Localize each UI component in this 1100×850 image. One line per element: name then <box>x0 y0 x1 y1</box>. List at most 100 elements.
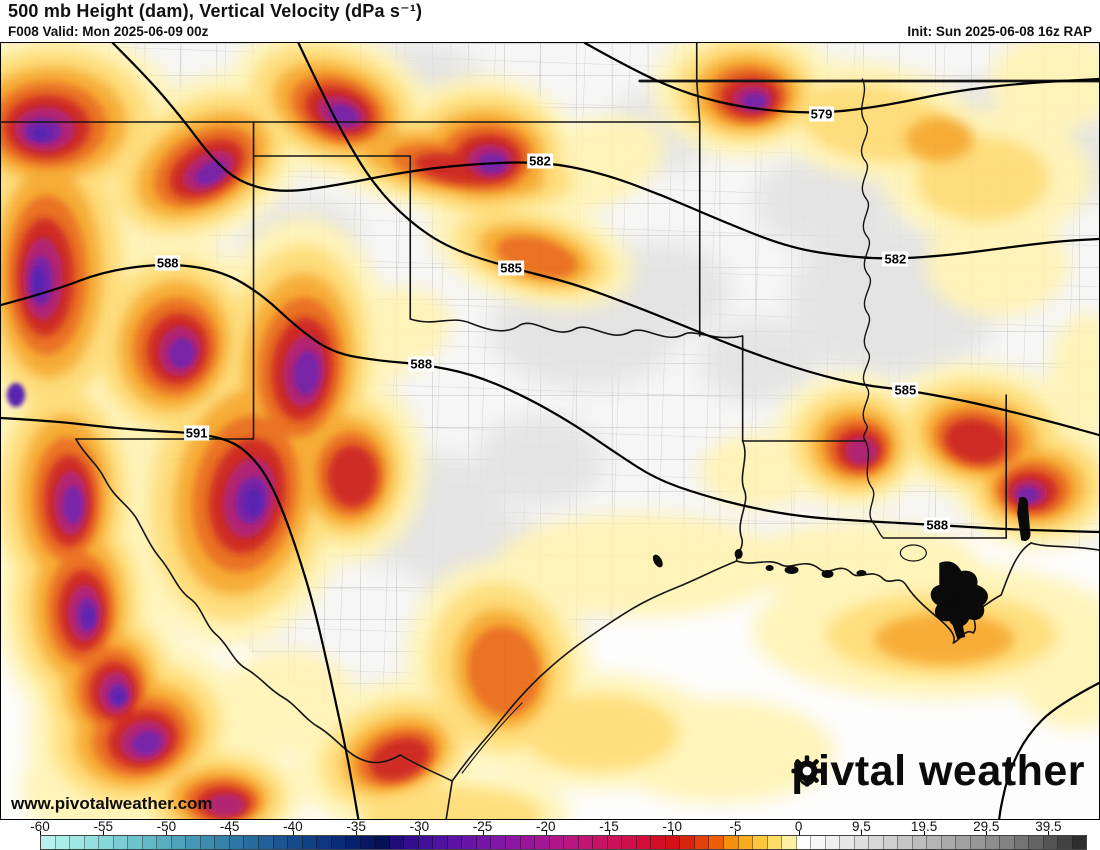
colorbar-cell <box>767 836 783 849</box>
colorbar-cell <box>665 836 681 849</box>
colorbar-tick-label: 9.5 <box>851 819 871 834</box>
vv-level-violet <box>6 126 263 704</box>
colorbar-tick-label: -40 <box>283 819 303 834</box>
colorbar-cell <box>215 836 230 849</box>
colorbar-tick-label: 0 <box>794 819 803 834</box>
colorbar-cell <box>651 836 666 849</box>
colorbar-cell <box>389 836 405 849</box>
colorbar-cell <box>1043 836 1059 849</box>
colorbar-cell <box>244 836 259 849</box>
colorbar-cell <box>331 836 347 849</box>
water-features-layer <box>652 497 1031 639</box>
colorbar-cell <box>840 836 855 849</box>
colorbar-tick-label: 39.5 <box>1035 819 1062 834</box>
colorbar-cell <box>302 836 318 849</box>
colorbar-tick <box>798 831 800 835</box>
colorbar-tick <box>229 831 231 835</box>
height-contour-585 <box>297 43 1099 437</box>
colorbar-cell <box>636 836 652 849</box>
colorbar-cell <box>360 836 376 849</box>
colorbar-cell <box>70 836 85 849</box>
colorbar-tick-label: -55 <box>93 819 113 834</box>
colorbar-cell <box>985 836 1001 849</box>
pivotal-weather-logo: piv tal weather <box>791 750 1085 793</box>
colorbar-tick <box>356 831 358 835</box>
colorbar-cell <box>869 836 884 849</box>
colorbar-tick <box>292 831 294 835</box>
colorbar-cell <box>84 836 100 849</box>
colorbar-cell <box>273 836 289 849</box>
colorbar-tick-labels: -60 -55 -50 -45 -40 -35 -30 -25 -20 -15 -10 -5 0 9.5 1… <box>0 819 1100 835</box>
colorbar-cell <box>694 836 710 849</box>
colorbar-cell <box>258 836 274 849</box>
colorbar-cell <box>854 836 870 849</box>
colorbar-cell <box>883 836 899 849</box>
colorbar-tick-label: -30 <box>409 819 430 834</box>
colorbar-tick <box>986 831 988 835</box>
colorbar-cell <box>622 836 637 849</box>
colorbar-cell <box>491 836 506 849</box>
colorbar-cell <box>404 836 419 849</box>
colorbar-cell <box>723 836 739 849</box>
colorbar-cell <box>375 836 390 849</box>
colorbar-tick-label: -20 <box>536 819 556 834</box>
colorbar-cell <box>1058 836 1073 849</box>
colorbar-tick-label: -25 <box>472 819 493 834</box>
colorbar-cell <box>680 836 695 849</box>
height-contour-591 <box>1 416 360 819</box>
colorbar-cell <box>1072 836 1087 849</box>
colorbar-tick-label: -45 <box>219 819 240 834</box>
colorbar-tick-label: -15 <box>599 819 619 834</box>
init-time-label: Init: Sun 2025-06-08 16z RAP <box>907 24 1092 39</box>
colorbar-cell <box>593 836 608 849</box>
colorbar-cell <box>811 836 826 849</box>
colorbar-cell <box>128 836 143 849</box>
colorbar-cell <box>317 836 332 849</box>
colorbar-tick-label: 29.5 <box>973 819 1000 834</box>
colorbar-tick <box>545 831 547 835</box>
page-title: 500 mb Height (dam), Vertical Velocity (… <box>8 1 423 21</box>
colorbar-cell <box>171 836 187 849</box>
colorbar-cell <box>346 836 361 849</box>
map-canvas: 579 582 582 585 585 588 588 588 591 www.pivotalw… <box>0 42 1100 820</box>
colorbar-cell <box>520 836 536 849</box>
colorbar-cell <box>418 836 434 849</box>
colorbar-cell <box>912 836 928 849</box>
colorbar-cell <box>607 836 623 849</box>
logo-text-post: tal weather <box>854 747 1085 795</box>
colorbar-cell <box>200 836 216 849</box>
colorbar-cell <box>447 836 463 849</box>
colorbar-tick <box>861 831 863 835</box>
colorbar-swatches <box>40 835 1087 850</box>
colorbar-cell <box>229 836 245 849</box>
colorbar-cell <box>99 836 114 849</box>
colorbar-tick-label: -5 <box>729 819 742 834</box>
colorbar-tick <box>419 831 421 835</box>
colorbar-tick-label: -35 <box>346 819 366 834</box>
colorbar-cell <box>288 836 303 849</box>
colorbar-cell <box>142 836 158 849</box>
colorbar-tick <box>103 831 105 835</box>
gear-icon <box>791 755 823 787</box>
colorbar-tick-label: -60 <box>30 819 50 834</box>
colorbar-cell <box>1000 836 1015 849</box>
colorbar-cell <box>796 836 812 849</box>
colorbar-tick <box>40 831 41 835</box>
colorbar-tick <box>672 831 674 835</box>
colorbar: -60 -55 -50 -45 -40 -35 -30 -25 -20 -15 -10 -5 0 9.5 1… <box>0 819 1100 850</box>
colorbar-tick-label: 19.5 <box>910 819 938 834</box>
height-contour-582 <box>111 43 1099 260</box>
colorbar-tick <box>166 831 168 835</box>
colorbar-tick <box>482 831 484 835</box>
colorbar-cell <box>549 836 565 849</box>
colorbar-tick-label: -10 <box>662 819 682 834</box>
colorbar-cell <box>578 836 594 849</box>
colorbar-cell <box>782 836 797 849</box>
colorbar-cell <box>186 836 201 849</box>
colorbar-cell <box>738 836 754 849</box>
watermark-url[interactable]: www.pivotalweather.com <box>11 794 213 813</box>
colorbar-cell <box>506 836 521 849</box>
colorbar-tick <box>1048 831 1050 835</box>
colorbar-cell <box>898 836 913 849</box>
colorbar-cell <box>476 836 492 849</box>
